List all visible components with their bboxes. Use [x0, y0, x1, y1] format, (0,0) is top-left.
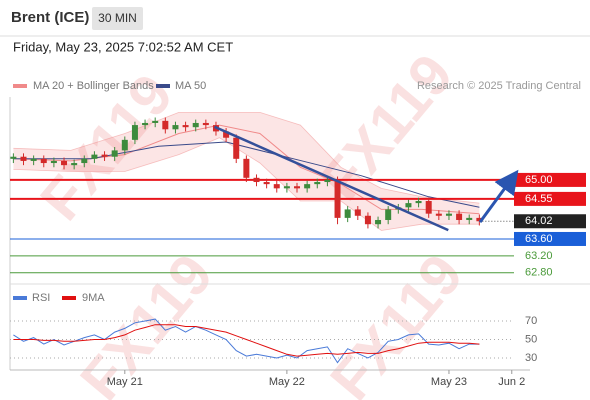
candle-body: [283, 186, 290, 189]
candle-body: [182, 125, 189, 128]
candle-body: [375, 219, 382, 225]
candle-body: [61, 160, 68, 166]
candle-body: [405, 203, 412, 208]
candle-body: [20, 156, 27, 161]
candle-body: [354, 209, 361, 216]
x-tick-label: May 23: [431, 376, 467, 388]
x-tick-label: May 21: [107, 376, 143, 388]
legend-swatch: [13, 296, 27, 300]
candle-body: [121, 139, 128, 151]
y-tick-label: 50: [525, 333, 537, 345]
candle-body: [30, 158, 37, 161]
candle-body: [172, 125, 179, 130]
candle-body: [192, 122, 199, 128]
bollinger-lower: [13, 137, 480, 231]
candle-body: [202, 122, 209, 126]
level-box: [514, 172, 586, 187]
candle-body: [142, 122, 149, 126]
candle-body: [294, 186, 301, 189]
level-label: 65.00: [525, 174, 553, 186]
candle-body: [111, 150, 118, 157]
credit: Research © 2025 Trading Central: [417, 80, 581, 92]
bollinger-upper: [13, 112, 480, 204]
candle-body: [435, 213, 442, 216]
level-label: 63.20: [525, 250, 553, 262]
candle-body: [344, 209, 351, 218]
level-label: 64.02: [525, 215, 553, 227]
candle-body: [456, 213, 463, 220]
level-label: 64.55: [525, 193, 553, 205]
candle-body: [385, 209, 392, 220]
candle-body: [10, 156, 17, 159]
candle-body: [91, 154, 98, 159]
candle-body: [324, 179, 331, 183]
candle-body: [243, 158, 250, 178]
candle-body: [223, 131, 230, 138]
level-box: [514, 191, 586, 206]
candle-body: [50, 160, 57, 164]
candle-body: [71, 163, 78, 166]
candle-body: [40, 158, 47, 164]
candle-body: [253, 177, 260, 183]
symbol: Brent (ICE): [11, 9, 89, 26]
bollinger-fill: [13, 112, 480, 231]
legend-label: 9MA: [82, 292, 105, 304]
interval-box[interactable]: [92, 7, 143, 30]
legend-label: RSI: [32, 292, 50, 304]
candle-body: [101, 154, 108, 157]
level-box: [514, 214, 586, 229]
candle-body: [314, 182, 321, 185]
candle-body: [304, 184, 311, 189]
candle-body: [131, 125, 138, 140]
level-box: [514, 231, 586, 246]
y-tick-label: 70: [525, 315, 537, 327]
interval[interactable]: 30 MIN: [98, 11, 137, 25]
rsi-line: [13, 318, 480, 364]
x-tick-label: May 22: [269, 376, 305, 388]
candle-body: [466, 217, 473, 220]
legend-swatch: [156, 84, 170, 88]
candle-body: [334, 179, 341, 218]
timestamp: Friday, May 23, 2025 7:02:52 AM CET: [13, 39, 233, 54]
legend-label: MA 50: [175, 80, 206, 92]
legend-swatch: [13, 84, 27, 88]
x-tick-label: Jun 2: [498, 376, 525, 388]
level-label: 62.80: [525, 267, 553, 279]
candle-body: [364, 215, 371, 225]
candle-body: [263, 182, 270, 185]
y-tick-label: 30: [525, 352, 537, 364]
rsi-line: [13, 324, 480, 357]
candle-body: [425, 201, 432, 214]
trend-line: [214, 125, 449, 232]
forecast-arrow: [478, 169, 519, 223]
legend-swatch: [62, 296, 76, 300]
candle-body: [476, 217, 483, 222]
level-label: 63.60: [525, 233, 553, 245]
candle-body: [152, 120, 159, 123]
candle-body: [162, 120, 169, 130]
candle-body: [445, 213, 452, 216]
legend-label: MA 20 + Bollinger Bands: [33, 80, 154, 92]
candle-body: [273, 184, 280, 189]
candle-body: [233, 137, 240, 159]
candle-body: [81, 158, 88, 164]
candle-body: [415, 201, 422, 204]
